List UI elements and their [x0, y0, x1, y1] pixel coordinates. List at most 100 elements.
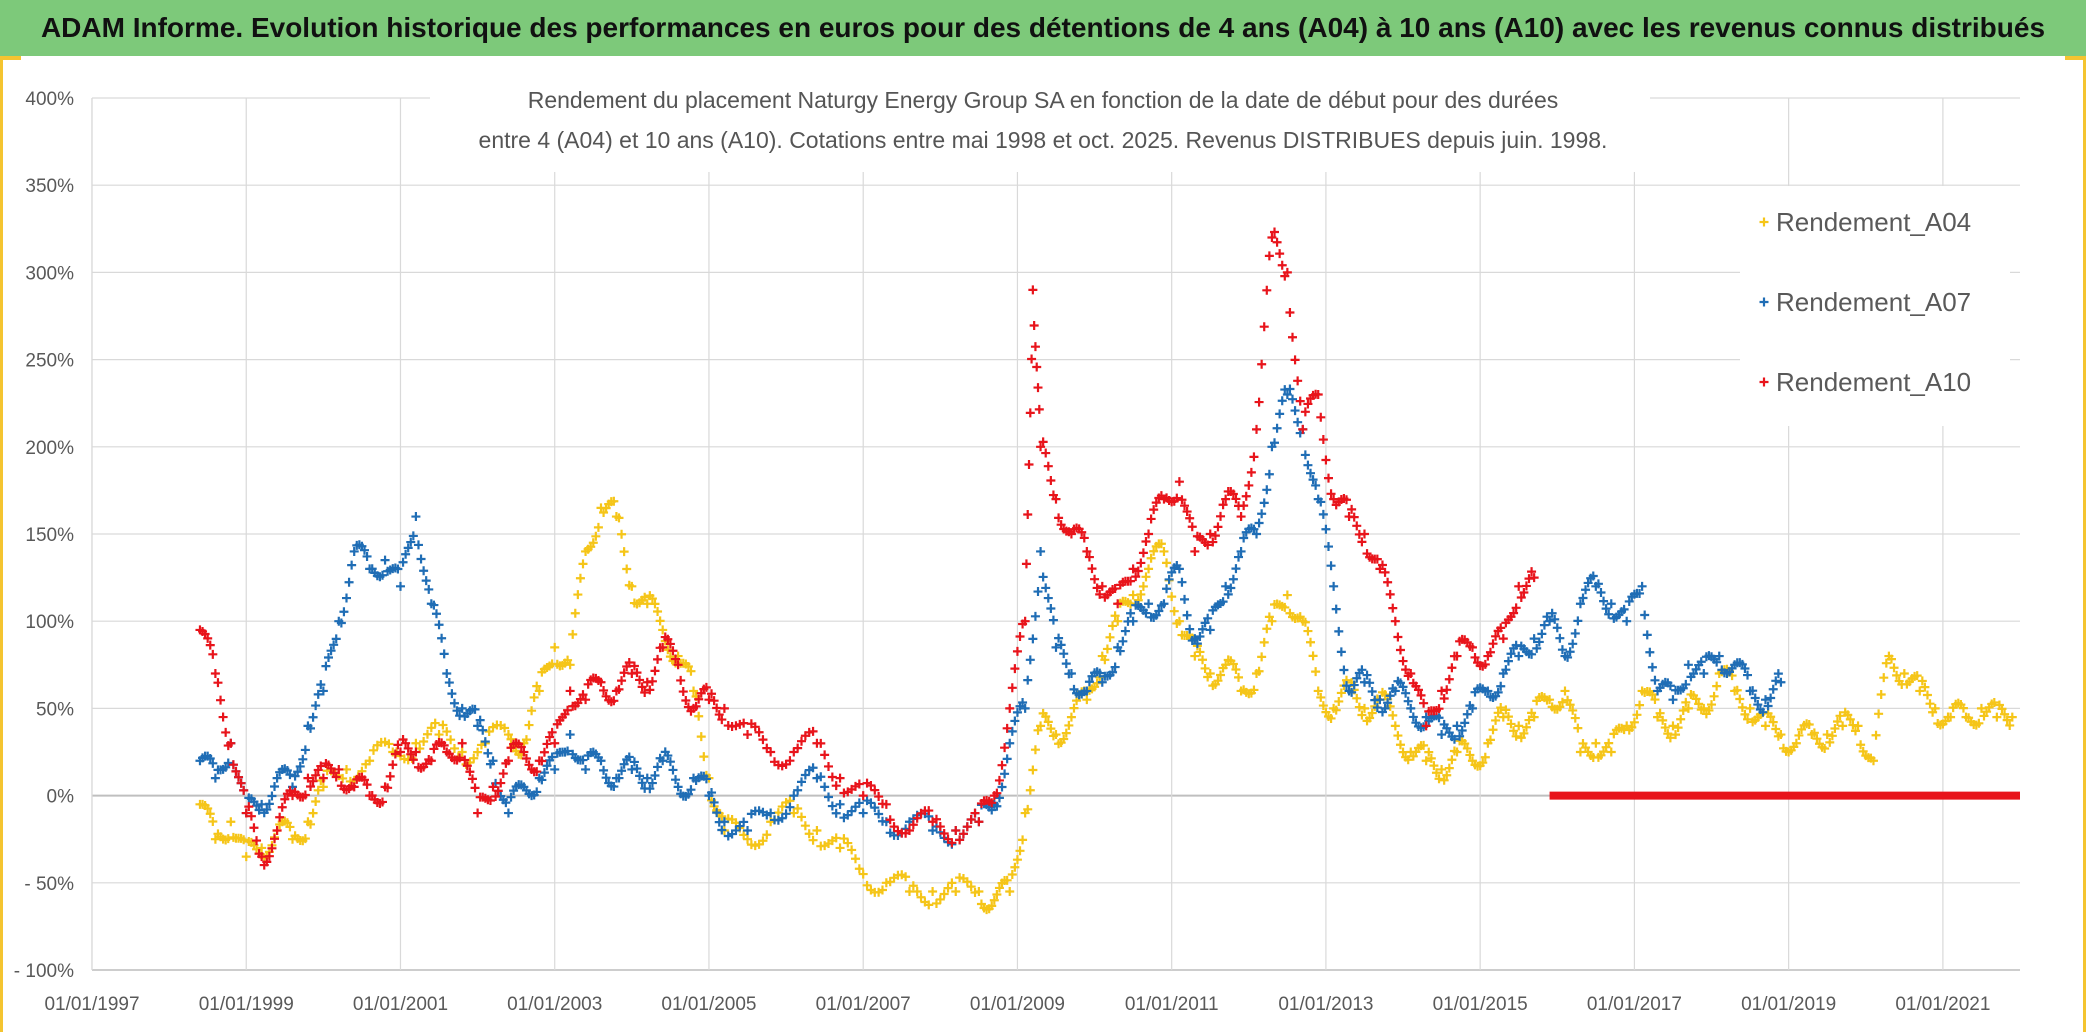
data-point-rendement-a04: [1892, 670, 1902, 680]
data-point-rendement-a04: [368, 745, 378, 755]
data-point-rendement-a10: [473, 808, 483, 818]
data-point-rendement-a04: [800, 821, 810, 831]
data-point-rendement-a07: [581, 764, 591, 774]
data-point-rendement-a04: [318, 782, 328, 792]
data-point-rendement-a10: [1323, 473, 1333, 483]
data-point-rendement-a07: [437, 633, 447, 643]
data-point-rendement-a10: [1002, 723, 1012, 733]
data-point-rendement-a10: [1048, 490, 1058, 500]
data-point-rendement-a07: [413, 540, 423, 550]
data-point-rendement-a07: [1167, 567, 1177, 577]
data-point-rendement-a10: [516, 742, 526, 752]
data-point-rendement-a10: [1262, 285, 1272, 295]
data-point-rendement-a04: [1316, 692, 1326, 702]
data-point-rendement-a10: [1249, 452, 1259, 462]
data-point-rendement-a07: [877, 816, 887, 826]
data-point-rendement-a10: [1113, 599, 1123, 609]
data-point-rendement-a07: [1002, 754, 1012, 764]
data-point-rendement-a04: [534, 686, 544, 696]
data-point-rendement-a04: [1832, 717, 1842, 727]
data-point-rendement-a10: [676, 675, 686, 685]
data-point-rendement-a07: [1007, 726, 1017, 736]
data-point-rendement-a04: [1105, 632, 1115, 642]
data-point-rendement-a10: [547, 727, 557, 737]
data-point-rendement-a10: [1187, 522, 1197, 532]
data-point-rendement-a04: [1506, 719, 1516, 729]
data-point-rendement-a04: [1874, 709, 1884, 719]
data-point-rendement-a10: [1210, 531, 1220, 541]
data-point-rendement-a07: [223, 758, 233, 768]
data-point-rendement-a10: [1318, 435, 1328, 445]
data-point-rendement-a04: [457, 747, 467, 757]
data-point-rendement-a10: [347, 781, 357, 791]
data-point-rendement-a07: [1182, 610, 1192, 620]
data-point-rendement-a10: [306, 782, 316, 792]
data-point-rendement-a07: [820, 782, 830, 792]
data-point-rendement-a04: [430, 718, 440, 728]
data-point-rendement-a07: [470, 704, 480, 714]
data-point-rendement-a04: [683, 661, 693, 671]
data-point-rendement-a04: [1167, 592, 1177, 602]
data-point-rendement-a10: [1054, 513, 1064, 523]
data-point-rendement-a04: [1015, 846, 1025, 856]
data-point-rendement-a04: [951, 887, 961, 897]
data-point-rendement-a10: [228, 760, 238, 770]
data-point-rendement-a04: [2007, 712, 2017, 722]
data-point-rendement-a04: [1519, 728, 1529, 738]
data-point-rendement-a10: [1144, 529, 1154, 539]
data-point-rendement-a10: [947, 838, 957, 848]
data-point-rendement-a04: [1681, 697, 1691, 707]
data-point-rendement-a04: [655, 616, 665, 626]
data-point-rendement-a04: [570, 608, 580, 618]
legend-marker: [1759, 217, 1769, 227]
data-point-rendement-a10: [1449, 651, 1459, 661]
data-point-rendement-a07: [1761, 695, 1770, 705]
data-point-rendement-a07: [1303, 460, 1313, 470]
data-point-rendement-a07: [1316, 497, 1326, 507]
data-point-rendement-a04: [1069, 703, 1079, 713]
data-point-rendement-a07: [1203, 613, 1213, 623]
data-point-rendement-a04: [1465, 750, 1475, 760]
data-point-rendement-a04: [939, 889, 949, 899]
data-point-rendement-a10: [743, 730, 753, 740]
data-point-rendement-a07: [285, 770, 295, 780]
data-point-rendement-a10: [1252, 424, 1262, 434]
data-point-rendement-a04: [1198, 655, 1208, 665]
data-point-rendement-a07: [565, 730, 575, 740]
data-point-rendement-a07: [1064, 669, 1074, 679]
data-point-rendement-a07: [673, 782, 683, 792]
data-point-rendement-a04: [1678, 705, 1688, 715]
data-point-rendement-a10: [994, 775, 1004, 785]
data-point-rendement-a10: [1349, 512, 1359, 522]
y-tick-label: 400%: [25, 89, 74, 110]
data-point-rendement-a10: [1027, 354, 1037, 364]
data-point-rendement-a10: [1437, 686, 1447, 696]
data-point-rendement-a04: [308, 808, 318, 818]
data-point-rendement-a07: [1552, 623, 1562, 633]
data-point-rendement-a10: [532, 767, 542, 777]
legend-marker: [1759, 297, 1769, 307]
data-point-rendement-a04: [1228, 659, 1238, 669]
chart-title-line1: Rendement du placement Naturgy Energy Gr…: [528, 87, 1559, 113]
legend-label: Rendement_A10: [1776, 367, 1971, 397]
data-point-rendement-a10: [823, 761, 833, 771]
data-point-rendement-a10: [599, 685, 609, 695]
data-point-rendement-a04: [1820, 744, 1830, 754]
data-point-rendement-a04: [311, 796, 321, 806]
data-point-rendement-a07: [1773, 669, 1783, 679]
data-point-rendement-a04: [797, 812, 807, 822]
data-point-rendement-a04: [1694, 699, 1704, 709]
data-point-rendement-a07: [1046, 603, 1056, 613]
data-point-rendement-a10: [1216, 511, 1226, 521]
data-point-rendement-a07: [395, 581, 405, 591]
data-point-rendement-a10: [249, 823, 259, 833]
data-point-rendement-a07: [1352, 673, 1362, 683]
data-point-rendement-a07: [1588, 571, 1598, 581]
data-point-rendement-a07: [1043, 593, 1053, 603]
data-point-rendement-a10: [318, 773, 328, 783]
data-point-rendement-a04: [1282, 590, 1292, 600]
data-point-rendement-a04: [1503, 712, 1513, 722]
data-point-rendement-a10: [992, 788, 1002, 798]
data-point-rendement-a07: [1141, 608, 1151, 618]
data-point-rendement-a07: [1668, 695, 1678, 705]
